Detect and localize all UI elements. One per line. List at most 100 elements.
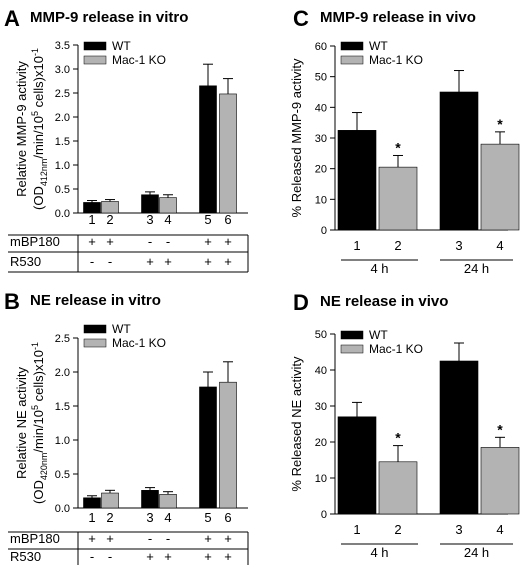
bar [83, 202, 101, 214]
y-tick-label: 1.5 [55, 401, 70, 413]
panel-title: NE release in vivo [320, 293, 448, 310]
legend-swatch [83, 41, 107, 51]
y-axis-label: Relative MMP-9 activity(OD412nm/min/105 … [14, 48, 49, 210]
treatment-sign: - [90, 549, 94, 564]
bar [141, 490, 159, 509]
treatment-name: R530 [10, 549, 41, 564]
bar-label: 1 [353, 522, 360, 537]
y-axis-label: Relative NE activity(OD420nm/min/105 cel… [14, 342, 49, 504]
y-tick-label: 50 [315, 329, 327, 341]
legend-label: WT [112, 39, 131, 53]
treatment-sign: - [108, 254, 112, 269]
panel-letter: C [293, 6, 309, 31]
bar [101, 492, 119, 509]
bar [480, 143, 520, 231]
group-label: 24 h [464, 545, 489, 560]
treatment-sign: - [148, 531, 152, 546]
bar-label: 4 [164, 212, 171, 227]
y-tick-label: 0 [321, 225, 327, 237]
bar-label: 2 [394, 238, 401, 253]
group-label: 4 h [370, 261, 388, 276]
y-tick-label: 2.5 [55, 88, 70, 100]
treatment-sign: - [148, 234, 152, 249]
treatment-sign: + [164, 549, 172, 564]
panel-letter: D [293, 290, 309, 315]
y-tick-label: 0.5 [55, 184, 70, 196]
treatment-name: R530 [10, 254, 41, 269]
y-tick-label: 0.0 [55, 208, 70, 220]
y-tick-label: 0 [321, 509, 327, 521]
treatment-sign: + [204, 549, 212, 564]
legend-label: WT [369, 328, 388, 342]
legend-label: Mac-1 KO [112, 53, 166, 67]
significance-star: * [395, 139, 401, 155]
bar [337, 416, 377, 515]
treatment-sign: + [224, 531, 232, 546]
treatment-sign: + [224, 234, 232, 249]
y-tick-label: 0.5 [55, 469, 70, 481]
bar-label: 3 [455, 522, 462, 537]
treatment-sign: + [106, 531, 114, 546]
y-tick-label: 30 [315, 401, 327, 413]
bar [101, 201, 119, 214]
treatment-sign: + [146, 549, 154, 564]
treatment-sign: + [204, 531, 212, 546]
treatment-sign: + [224, 549, 232, 564]
y-tick-label: 60 [315, 41, 327, 53]
treatment-sign: - [166, 531, 170, 546]
bar-label: 2 [106, 510, 113, 525]
legend-label: WT [369, 39, 388, 53]
panel-letter: A [4, 6, 20, 31]
y-tick-label: 10 [315, 473, 327, 485]
panel-title: MMP-9 release in vitro [30, 9, 188, 26]
treatment-sign: - [108, 549, 112, 564]
y-tick-label: 2.0 [55, 367, 70, 379]
bar [337, 130, 377, 231]
panel-b: B NE release in vitro 0.0 0.5 1.0 1.5 2.0 2.5 Re… [4, 289, 249, 565]
y-tick-label: 20 [315, 437, 327, 449]
treatment-sign: + [146, 254, 154, 269]
y-tick-label: 1.0 [55, 435, 70, 447]
legend-label: Mac-1 KO [369, 53, 423, 67]
y-axis-label: % Released NE activity [289, 356, 304, 492]
bar-label: 2 [106, 212, 113, 227]
treatment-name: mBP180 [10, 234, 60, 249]
legend-swatch [340, 344, 364, 354]
legend-swatch [340, 330, 364, 340]
bar [439, 360, 479, 515]
bar [378, 166, 418, 231]
panel-letter: B [4, 289, 20, 314]
treatment-sign: + [164, 254, 172, 269]
panel-c: C MMP-9 release in vivo 0 10 20 30 40 50 60 % Rel… [289, 6, 520, 276]
treatment-sign: - [90, 254, 94, 269]
y-tick-label: 0.0 [55, 503, 70, 515]
bar-label: 1 [88, 212, 95, 227]
legend-label: WT [112, 322, 131, 336]
y-tick-label: 3.0 [55, 64, 70, 76]
y-tick-label: 1.0 [55, 160, 70, 172]
y-tick-label: 50 [315, 72, 327, 84]
bar [378, 461, 418, 515]
bar [159, 197, 177, 214]
bar-label: 2 [394, 522, 401, 537]
y-tick-label: 10 [315, 194, 327, 206]
bar-label: 3 [146, 212, 153, 227]
bar-label: 6 [224, 212, 231, 227]
panel-d: D NE release in vivo 0 10 20 30 40 50 % Released… [289, 290, 520, 560]
treatment-sign: + [88, 531, 96, 546]
bar-label: 1 [353, 238, 360, 253]
legend-swatch [340, 55, 364, 65]
bar [199, 386, 217, 509]
treatment-sign: + [204, 254, 212, 269]
legend-swatch [340, 41, 364, 51]
panel-a: A MMP-9 release in vitro 0.0 0.5 1.0 1.5 2.0 2.… [4, 6, 249, 273]
y-tick-label: 40 [315, 365, 327, 377]
panel-title: NE release in vitro [30, 292, 161, 309]
significance-star: * [497, 116, 503, 132]
legend-label: Mac-1 KO [112, 336, 166, 350]
y-axis-label: % Released MMP-9 activity [289, 58, 304, 217]
legend-swatch [83, 55, 107, 65]
treatment-sign: + [204, 234, 212, 249]
legend-label: Mac-1 KO [369, 342, 423, 356]
